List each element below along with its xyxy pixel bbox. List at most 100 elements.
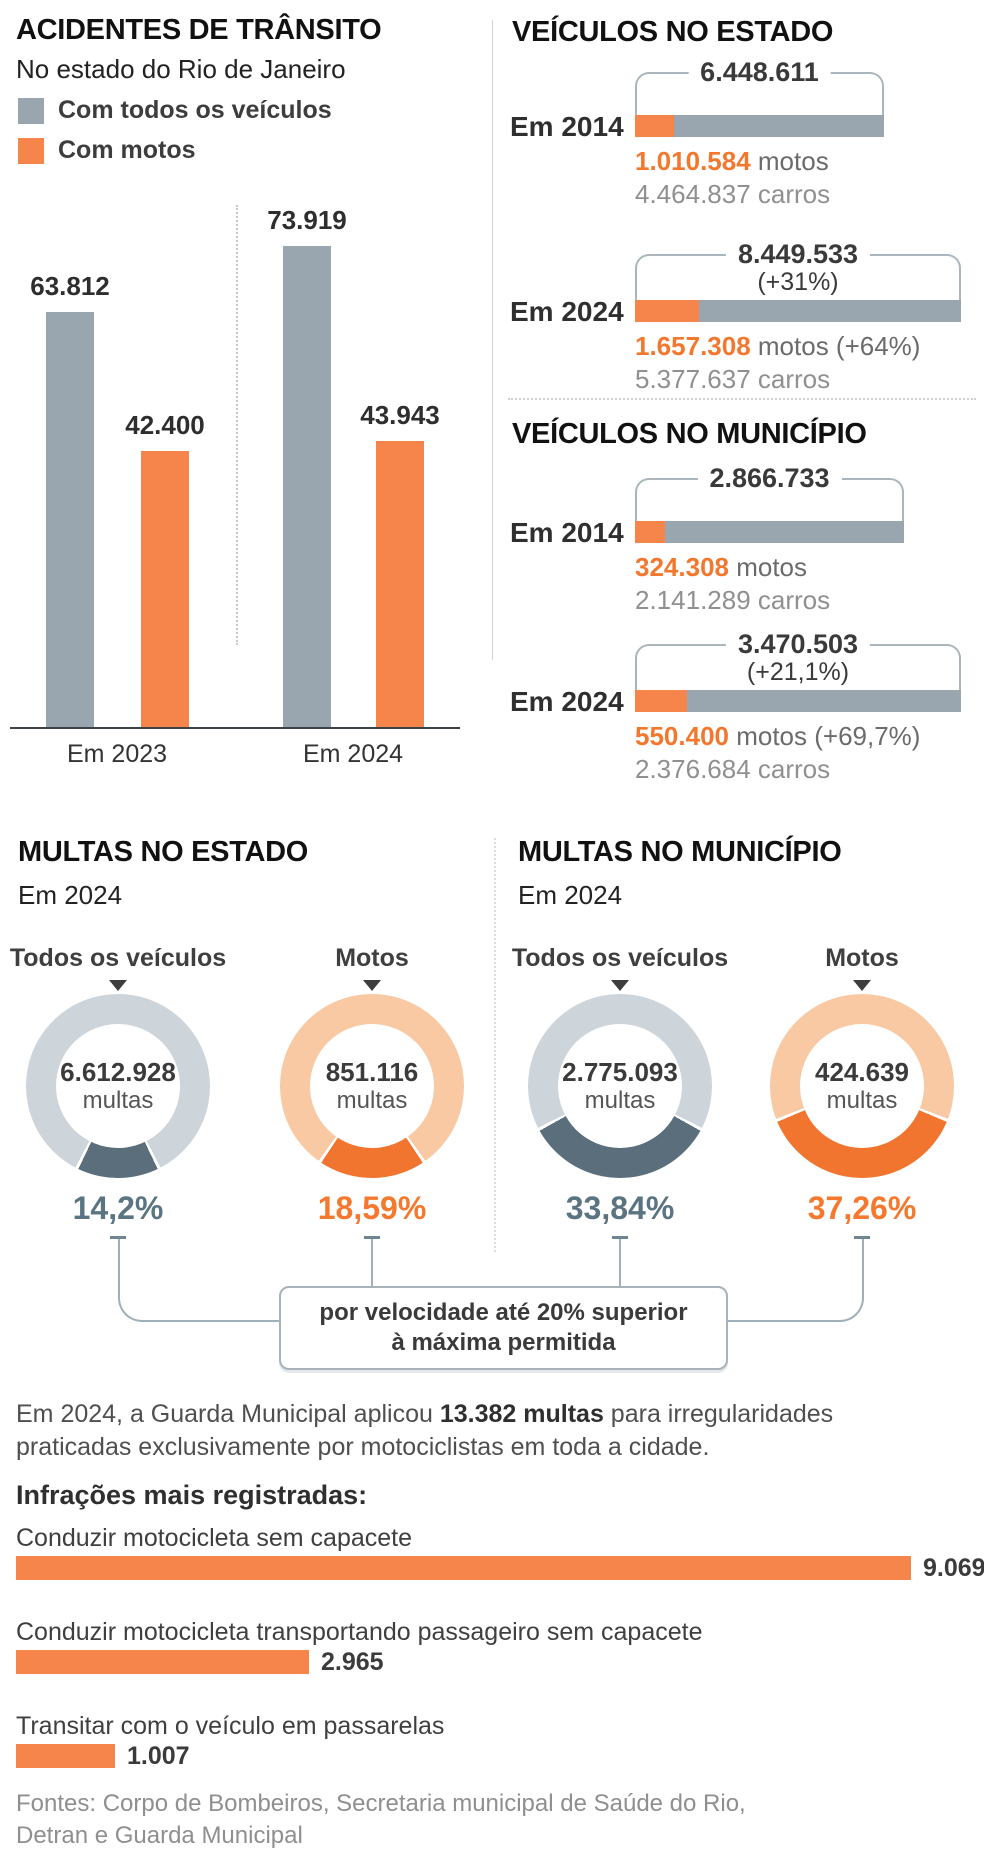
fines-state-title: MULTAS NO ESTADO <box>18 836 309 868</box>
donut-pct-label: 14,2% <box>72 1190 164 1226</box>
accident-bar <box>376 441 424 727</box>
donut-city-motos: 424.639 multas <box>770 994 954 1178</box>
infraction-value: 1.007 <box>127 1742 190 1770</box>
infraction-bar <box>16 1650 309 1674</box>
donut-unit: multas <box>826 1087 898 1114</box>
triangle-marker-icon <box>853 980 871 991</box>
total-value: 8.449.533 <box>737 239 859 269</box>
accident-bar <box>141 451 189 727</box>
triangle-marker-icon <box>611 980 629 991</box>
motos-value: 1.657.308 <box>635 331 751 361</box>
total-value: 6.448.611 <box>700 57 819 87</box>
legend-swatch-all-vehicles <box>18 97 44 124</box>
vehicles-state-2014-group: 6.448.611 Em 2014 1.010.584 motos 4.464.… <box>510 58 984 218</box>
total-value: 2.866.733 <box>709 463 830 493</box>
vehicles-state-2024-group: 8.449.533 (+31%) Em 2024 1.657.308 motos… <box>510 240 984 400</box>
accidents-subtitle: No estado do Rio de Janeiro <box>16 54 346 84</box>
connector-line <box>619 1239 621 1289</box>
donut-unit: multas <box>336 1087 408 1114</box>
connector-cap <box>612 1236 628 1239</box>
carros-segment <box>687 690 961 712</box>
row-year-label: Em 2024 <box>510 296 624 327</box>
motos-value-line: 1.657.308 motos (+64%) <box>635 331 920 362</box>
motos-value-line: 550.400 motos (+69,7%) <box>635 721 920 752</box>
legend-label-motos: Com motos <box>58 136 196 164</box>
column-divider-line <box>492 20 493 660</box>
motos-segment <box>635 690 687 712</box>
stacked-bar <box>635 115 884 137</box>
row-year-label: Em 2024 <box>510 686 624 717</box>
accidents-title: ACIDENTES DE TRÂNSITO <box>16 14 382 46</box>
vehicles-city-2024-group: 3.470.503 (+21,1%) Em 2024 550.400 motos… <box>510 630 984 790</box>
infraction-label: Conduzir motocicleta sem capacete <box>16 1524 413 1552</box>
carros-value-line: 2.376.684 carros <box>635 754 831 784</box>
connector-right-curve <box>724 1239 864 1322</box>
stacked-bar <box>635 300 961 322</box>
motos-value: 550.400 <box>635 721 729 751</box>
carros-value-line: 5.377.637 carros <box>635 364 831 394</box>
motos-value: 1.010.584 <box>635 146 751 176</box>
total-bracket: 8.449.533 (+31%) <box>635 240 961 302</box>
donut-pct-label: 18,59% <box>317 1190 427 1226</box>
infraction-label: Conduzir motocicleta transportando passa… <box>16 1618 703 1646</box>
guarda-municipal-note: Em 2024, a Guarda Municipal aplicou 13.3… <box>16 1398 936 1464</box>
infraction-value: 2.965 <box>321 1648 384 1676</box>
total-bracket: 6.448.611 <box>635 58 884 117</box>
motos-segment <box>635 521 665 543</box>
x-axis-label-2024: Em 2024 <box>302 740 404 768</box>
infraction-bar <box>16 1556 911 1580</box>
donut-pct-label: 37,26% <box>807 1190 917 1226</box>
accident-bar-value: 63.812 <box>30 271 110 301</box>
year-separator-dotted-line <box>236 205 238 645</box>
total-value: 3.470.503 <box>737 629 859 659</box>
fines-city-title: MULTAS NO MUNICÍPIO <box>518 836 842 868</box>
legend-label-all-vehicles: Com todos os veículos <box>58 96 332 124</box>
speeding-callout-box: por velocidade até 20% superior à máxima… <box>279 1286 728 1370</box>
carros-value-line: 4.464.837 carros <box>635 179 831 209</box>
motos-value: 324.308 <box>635 552 729 582</box>
callout-line1: por velocidade até 20% superior <box>319 1299 688 1326</box>
connector-cap <box>854 1236 870 1239</box>
vehicles-city-2014-group: 2.866.733 Em 2014 324.308 motos 2.141.28… <box>510 464 984 624</box>
note-pre: Em 2024, a Guarda Municipal aplicou <box>16 1400 440 1428</box>
total-growth-note: (+21,1%) <box>746 658 850 686</box>
donut-value: 2.775.093 <box>562 1057 678 1087</box>
connector-cap <box>110 1236 126 1239</box>
legend-item-all-vehicles: Com todos os veículos <box>18 96 332 125</box>
donut-unit: multas <box>584 1087 656 1114</box>
connector-line <box>371 1239 373 1289</box>
donut-state-motos: 851.116 multas <box>280 994 464 1178</box>
carros-segment <box>674 115 884 137</box>
section-divider-dotted <box>508 398 976 400</box>
accident-bar-value: 73.919 <box>267 205 347 235</box>
motos-suffix: motos (+69,7%) <box>728 721 921 751</box>
vehicles-state-title: VEÍCULOS NO ESTADO <box>512 16 834 48</box>
donut-value: 851.116 <box>325 1057 419 1087</box>
donut-column-label: Todos os veículos <box>511 944 729 972</box>
triangle-marker-icon <box>363 980 381 991</box>
donut-column-label: Motos <box>335 944 409 972</box>
legend-item-motos: Com motos <box>18 136 196 165</box>
accidents-bar-chart: 63.812 42.400 73.919 43.943 <box>10 200 460 729</box>
triangle-marker-icon <box>109 980 127 991</box>
row-year-label: Em 2014 <box>510 111 624 142</box>
motos-suffix: motos (+64%) <box>750 331 921 361</box>
row-year-label: Em 2014 <box>510 517 624 548</box>
legend-swatch-motos <box>18 137 44 164</box>
connector-left-curve <box>118 1239 281 1322</box>
x-axis-label-2023: Em 2023 <box>66 740 168 768</box>
motos-segment <box>635 300 699 322</box>
donut-column-label: Todos os veículos <box>9 944 227 972</box>
stacked-bar <box>635 690 961 712</box>
total-bracket: 2.866.733 <box>635 464 904 523</box>
accident-bar-value: 43.943 <box>360 400 440 430</box>
note-bold-value: 13.382 multas <box>439 1400 604 1428</box>
vehicles-city-title: VEÍCULOS NO MUNICÍPIO <box>512 418 867 450</box>
stacked-bar <box>635 521 904 543</box>
sources-footer: Fontes: Corpo de Bombeiros, Secretaria m… <box>16 1790 746 1849</box>
connector-cap <box>364 1236 380 1239</box>
callout-line2: à máxima permitida <box>391 1329 616 1356</box>
carros-segment <box>665 521 904 543</box>
fines-divider-dotted <box>494 838 496 1252</box>
